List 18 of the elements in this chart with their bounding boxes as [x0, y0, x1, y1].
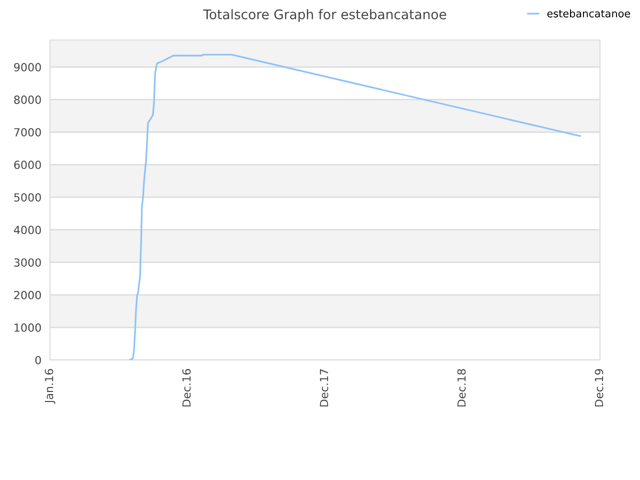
y-tick-label: 3000	[14, 258, 41, 267]
legend-label: estebancatanoe	[547, 9, 630, 18]
x-tick-label: Dec.17	[320, 369, 328, 406]
line-series	[129, 54, 581, 360]
y-tick-label: 9000	[14, 62, 41, 72]
chart-title: Totalscore Graph for estebancatanoe	[203, 9, 446, 22]
x-tick-label: Jan.16	[44, 369, 56, 404]
y-tick-label: 1000	[14, 323, 41, 332]
y-tick-label: 4000	[14, 226, 41, 234]
y-tick-label: 6000	[14, 160, 41, 170]
x-tick-label: Dec.19	[594, 369, 604, 406]
y-tick-label: 8000	[14, 96, 41, 104]
y-tick-label: 0	[35, 356, 41, 364]
y-tick-label: 2000	[14, 290, 41, 300]
y-tick-label: 7000	[14, 128, 41, 137]
y-tick-label: 5000	[14, 193, 41, 202]
x-tick-label: Dec.18	[457, 369, 466, 406]
x-tick-label: Dec.16	[182, 369, 191, 406]
